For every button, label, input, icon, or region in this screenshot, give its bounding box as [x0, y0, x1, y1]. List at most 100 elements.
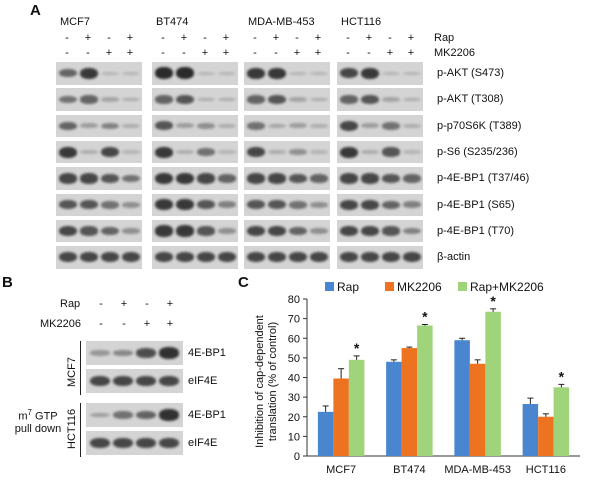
group-divider [80, 403, 81, 457]
pulldown-label: m7 GTP pull down [14, 408, 62, 435]
bar [485, 311, 501, 456]
protein-band [268, 150, 286, 155]
protein-band [176, 199, 194, 211]
protein-band [247, 200, 265, 210]
protein-band [247, 173, 265, 184]
protein-band [122, 174, 140, 183]
blot-strip [337, 114, 423, 138]
treatment-sign: - [203, 32, 207, 44]
blot-strip [152, 62, 238, 85]
blot-strip [337, 88, 423, 111]
treatment-sign: + [314, 47, 322, 59]
protein-band [90, 437, 110, 449]
y-tick-label: 50 [288, 353, 300, 365]
protein-band [80, 67, 98, 79]
protein-band [59, 225, 77, 237]
protein-band [289, 173, 307, 184]
protein-band [136, 437, 156, 449]
protein-band [59, 146, 77, 158]
blot-strip [86, 431, 183, 455]
protein-band [247, 95, 265, 104]
bar [317, 411, 334, 456]
blot-row-label: p-AKT (T308) [437, 93, 504, 106]
protein-band [176, 225, 194, 237]
protein-band [218, 123, 236, 128]
protein-band [155, 172, 173, 184]
treatment-sign: + [105, 47, 113, 59]
protein-band [268, 67, 286, 79]
protein-band [289, 252, 307, 263]
protein-band [155, 146, 173, 158]
protein-band [197, 252, 215, 263]
significance-star: * [354, 340, 360, 356]
protein-band [361, 123, 379, 129]
blot-row-label: p-S6 (S235/236) [437, 145, 518, 158]
protein-band [361, 252, 379, 263]
protein-band [176, 252, 194, 263]
blot-strip [56, 219, 142, 243]
protein-band [80, 95, 98, 104]
blot-strip [56, 193, 142, 216]
significance-star: * [422, 309, 428, 325]
protein-band [247, 252, 265, 263]
protein-band [197, 122, 215, 129]
legend-swatch [458, 282, 467, 291]
protein-band [176, 123, 194, 129]
x-tick-label: MDA-MB-453 [444, 464, 511, 476]
blot-strip [56, 167, 142, 190]
blot-strip [337, 62, 423, 85]
protein-band [289, 123, 307, 129]
cell-line-header: MCF7 [60, 16, 90, 28]
treatment-sign: - [346, 47, 350, 59]
protein-band [382, 147, 400, 157]
treatment-sign: + [365, 32, 373, 44]
treatment-sign: - [346, 32, 350, 44]
treatment-sign: + [120, 298, 128, 310]
treatment-sign: - [253, 32, 257, 44]
protein-band [80, 123, 98, 129]
blot-row-label: 4E-BP1 [188, 409, 226, 421]
treatment-label: MK2206 [434, 47, 475, 59]
treatment-label: MK2206 [40, 318, 81, 330]
blot-strip [86, 341, 183, 365]
protein-band [289, 201, 307, 209]
protein-band [403, 150, 421, 154]
protein-band [310, 252, 328, 263]
blot-strip [56, 114, 142, 138]
y-tick-label: 80 [288, 294, 300, 306]
protein-band [268, 123, 286, 128]
significance-star: * [559, 368, 565, 384]
protein-band [80, 173, 98, 184]
protein-band [310, 71, 328, 75]
protein-band [101, 252, 119, 263]
blot-strip [337, 140, 423, 164]
blot-strip [244, 114, 330, 138]
treatment-label: Rap [434, 32, 455, 44]
y-axis-label: translation (% of control) [267, 322, 279, 441]
blot-row-label: 4E-BP1 [188, 347, 226, 359]
legend-swatch [325, 282, 334, 291]
blot-strip [152, 140, 238, 164]
treatment-sign: - [161, 32, 165, 44]
protein-band [340, 173, 358, 184]
x-tick-label: MCF7 [326, 464, 356, 476]
protein-band [403, 97, 421, 102]
treatment-sign: + [222, 47, 230, 59]
protein-band [382, 226, 400, 236]
protein-band [403, 252, 421, 263]
treatment-sign: - [65, 47, 69, 59]
protein-band [101, 147, 119, 158]
protein-band [122, 228, 140, 234]
protein-band [361, 67, 379, 79]
protein-band [113, 349, 133, 357]
treatment-sign: + [180, 32, 188, 44]
protein-band [340, 68, 358, 79]
protein-band [122, 123, 140, 128]
y-tick-label: 20 [288, 412, 300, 424]
treatment-sign: + [166, 298, 174, 310]
protein-band [113, 437, 133, 449]
protein-band [289, 97, 307, 102]
protein-band [197, 226, 215, 236]
treatment-sign: - [274, 47, 278, 59]
blot-strip [244, 193, 330, 216]
